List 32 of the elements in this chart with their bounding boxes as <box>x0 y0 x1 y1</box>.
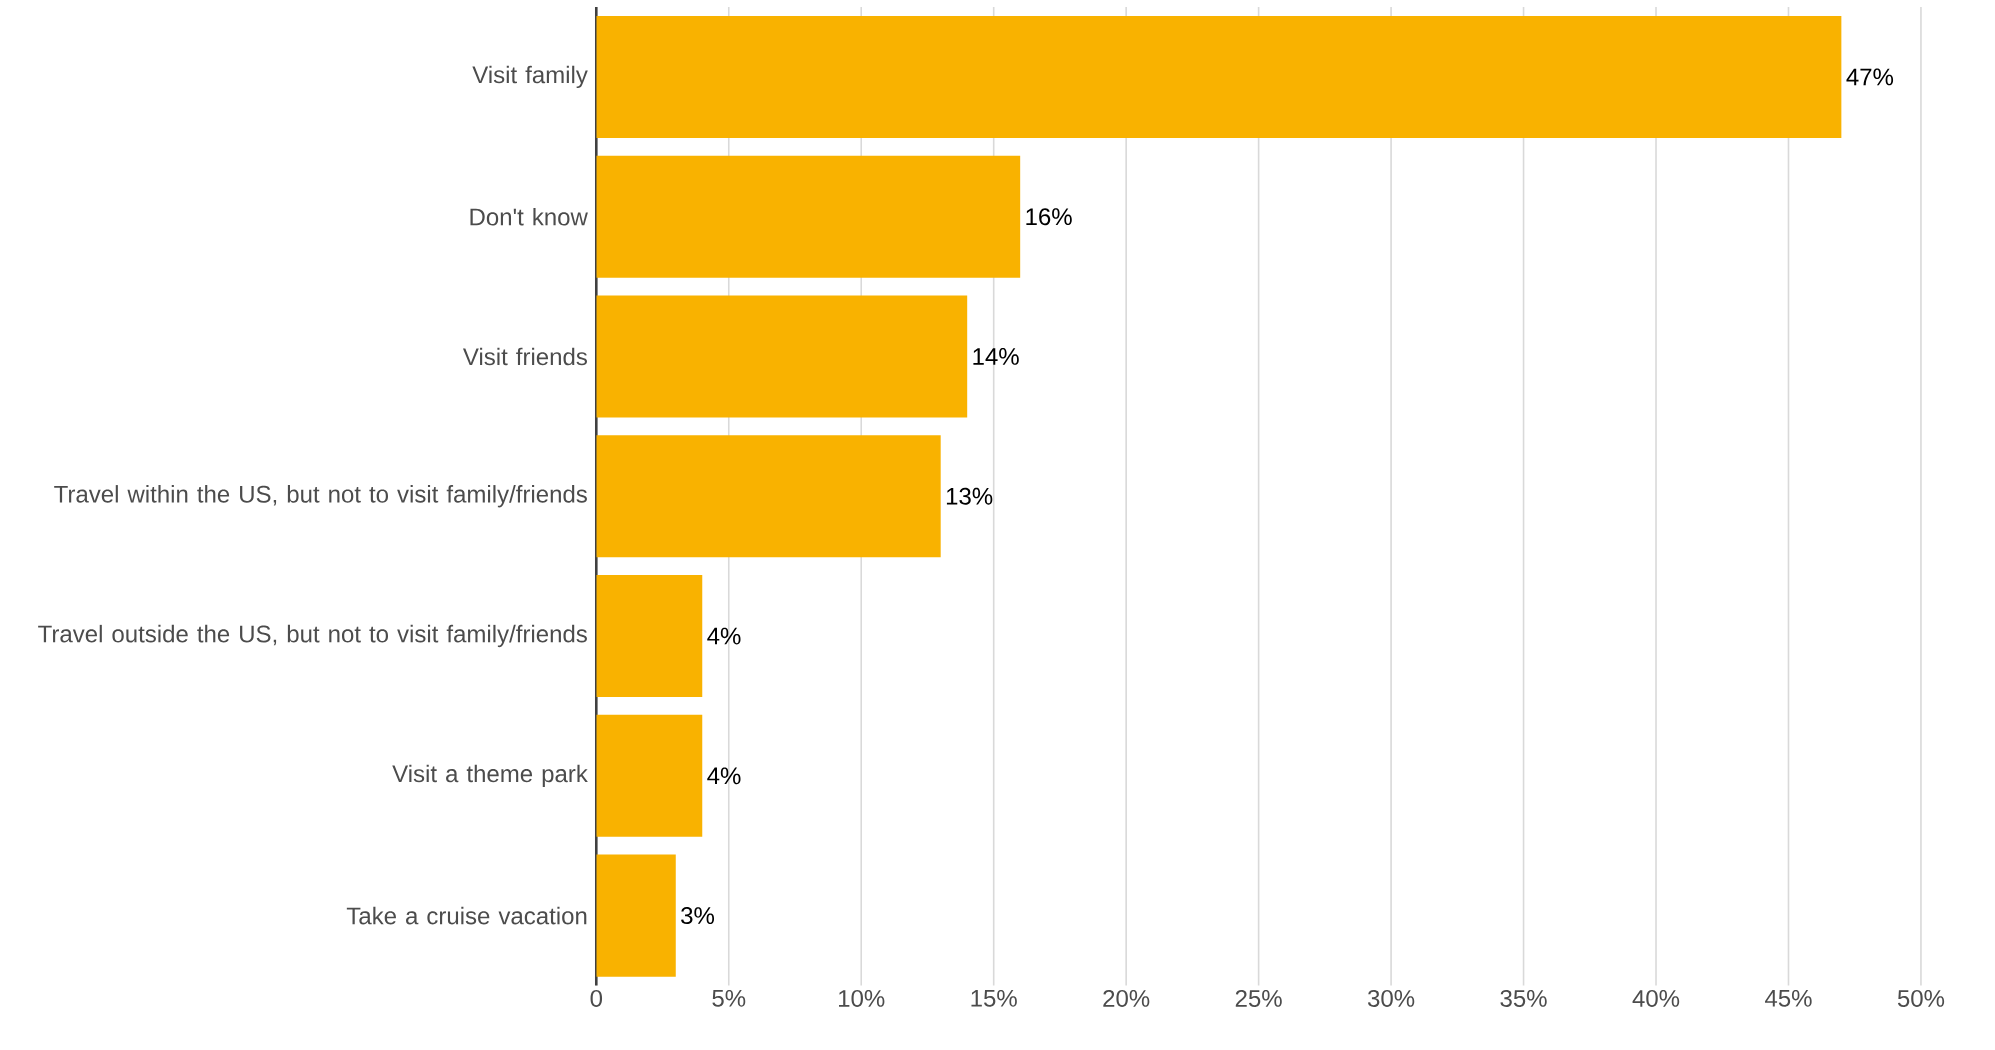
y-tick-label: Don't know <box>470 208 588 226</box>
x-tick-label: 10% <box>839 990 885 1008</box>
y-tick-label: Travel outside the US, but not to visit family/friends <box>38 625 587 648</box>
data-label: 4% <box>707 627 741 645</box>
bar <box>596 435 941 558</box>
bar <box>596 854 676 977</box>
bar <box>596 575 703 698</box>
x-tick-label: 20% <box>1103 990 1150 1008</box>
x-tick-label: 25% <box>1235 990 1282 1008</box>
x-tick-label: 35% <box>1500 990 1547 1008</box>
bar <box>596 16 1842 139</box>
y-tick-label: Visit a theme park <box>392 764 588 788</box>
y-tick-label: Visit friends <box>462 347 587 366</box>
bar <box>596 295 968 418</box>
bar <box>596 155 1021 278</box>
x-tick-label: 0 <box>590 990 603 1008</box>
x-tick-label: 30% <box>1367 990 1415 1008</box>
x-tick-label: 45% <box>1765 990 1812 1008</box>
x-tick-label: 50% <box>1897 990 1945 1008</box>
bar <box>596 715 703 838</box>
data-label: 16% <box>1026 208 1072 226</box>
x-tick-label: 5% <box>712 990 746 1008</box>
x-tick-label: 40% <box>1632 990 1680 1008</box>
x-tick-label: 15% <box>971 990 1017 1008</box>
data-label: 4% <box>707 767 741 785</box>
data-label: 3% <box>681 907 715 925</box>
data-label: 14% <box>973 348 1019 366</box>
y-tick-label: Take a cruise vacation <box>346 907 587 925</box>
y-tick-label: Visit family <box>472 65 588 89</box>
y-tick-label: Travel within the US, but not to visit family/friends <box>54 485 587 508</box>
data-label: 13% <box>946 488 993 505</box>
data-label: 47% <box>1846 68 1894 86</box>
